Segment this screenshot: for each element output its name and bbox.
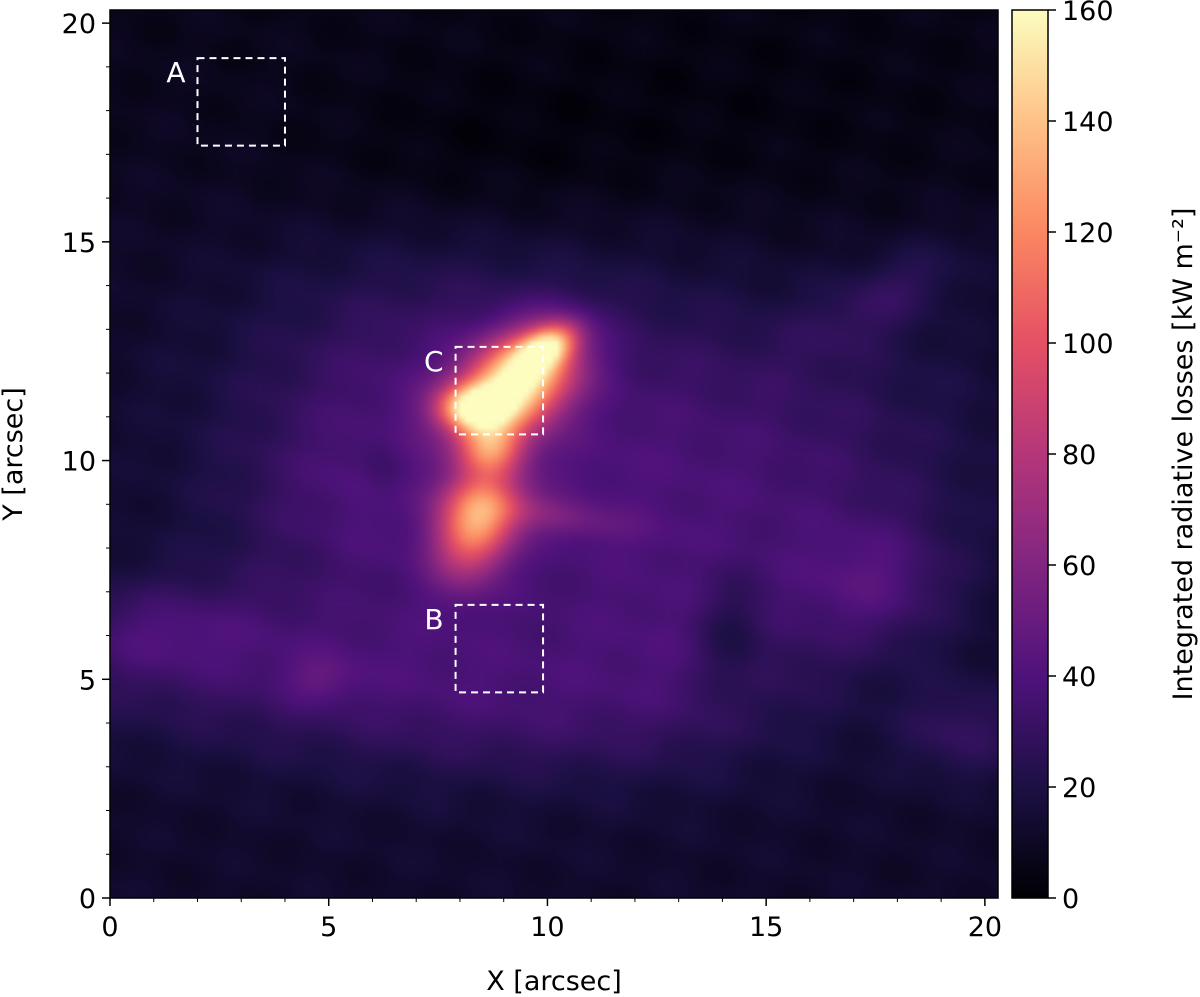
colorbar-title: Integrated radiative losses [kW m⁻²]	[1168, 208, 1199, 701]
y-tick-label: 15	[62, 228, 96, 259]
region-box-a	[196, 57, 286, 147]
colorbar-tick-label: 40	[1062, 662, 1096, 693]
colorbar-tick-label: 160	[1062, 0, 1114, 27]
region-label-c: C	[424, 345, 444, 378]
colorbar: 0 20 40 60 80 100 120 140 160 Integrated radiati…	[1011, 0, 1199, 915]
region-label-a: A	[166, 56, 185, 89]
x-axis: 0 5 10 15 20	[101, 898, 1002, 943]
x-tick-label: 10	[530, 912, 564, 943]
heatmap-plot	[110, 10, 998, 898]
y-axis: 0 5 10 15 20	[62, 9, 110, 915]
colorbar-tick-label: 100	[1062, 329, 1114, 360]
colorbar-tick-label: 0	[1062, 884, 1079, 915]
y-tick-label: 10	[62, 447, 96, 478]
colorbar-gradient	[1012, 10, 1048, 898]
x-tick-label: 0	[101, 912, 118, 943]
colorbar-tick-label: 140	[1062, 107, 1114, 138]
colorbar-tick-label: 120	[1062, 218, 1114, 249]
x-tick-label: 20	[968, 912, 1002, 943]
colorbar-tick-label: 80	[1062, 440, 1096, 471]
colorbar-axis: 0 20 40 60 80 100 120 140 160	[1048, 0, 1114, 915]
colorbar-tick-label: 60	[1062, 551, 1096, 582]
colorbar-tick-label: 20	[1062, 773, 1096, 804]
region-boxes: A B C	[166, 56, 545, 694]
y-axis-title: Y [arcsec]	[0, 387, 29, 522]
x-axis-title: X [arcsec]	[486, 966, 622, 997]
y-tick-label: 0	[79, 884, 96, 915]
region-box-c	[454, 345, 545, 436]
plot-frame	[109, 9, 999, 899]
region-label-b: B	[424, 603, 443, 636]
y-tick-label: 20	[62, 9, 96, 40]
region-box-b	[454, 603, 545, 694]
y-tick-label: 5	[79, 665, 96, 696]
x-tick-label: 15	[749, 912, 783, 943]
x-tick-label: 5	[320, 912, 337, 943]
